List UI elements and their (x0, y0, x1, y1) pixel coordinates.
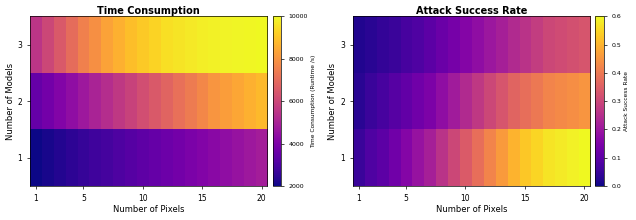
Title: Time Consumption: Time Consumption (97, 6, 200, 16)
Y-axis label: Number of Models: Number of Models (328, 63, 337, 140)
Y-axis label: Attack Success Rate: Attack Success Rate (624, 71, 629, 131)
Y-axis label: Time Consumption (Runtime /s): Time Consumption (Runtime /s) (311, 55, 316, 148)
X-axis label: Number of Pixels: Number of Pixels (113, 205, 184, 214)
Y-axis label: Number of Models: Number of Models (6, 63, 15, 140)
Title: Attack Success Rate: Attack Success Rate (416, 6, 527, 16)
X-axis label: Number of Pixels: Number of Pixels (436, 205, 507, 214)
